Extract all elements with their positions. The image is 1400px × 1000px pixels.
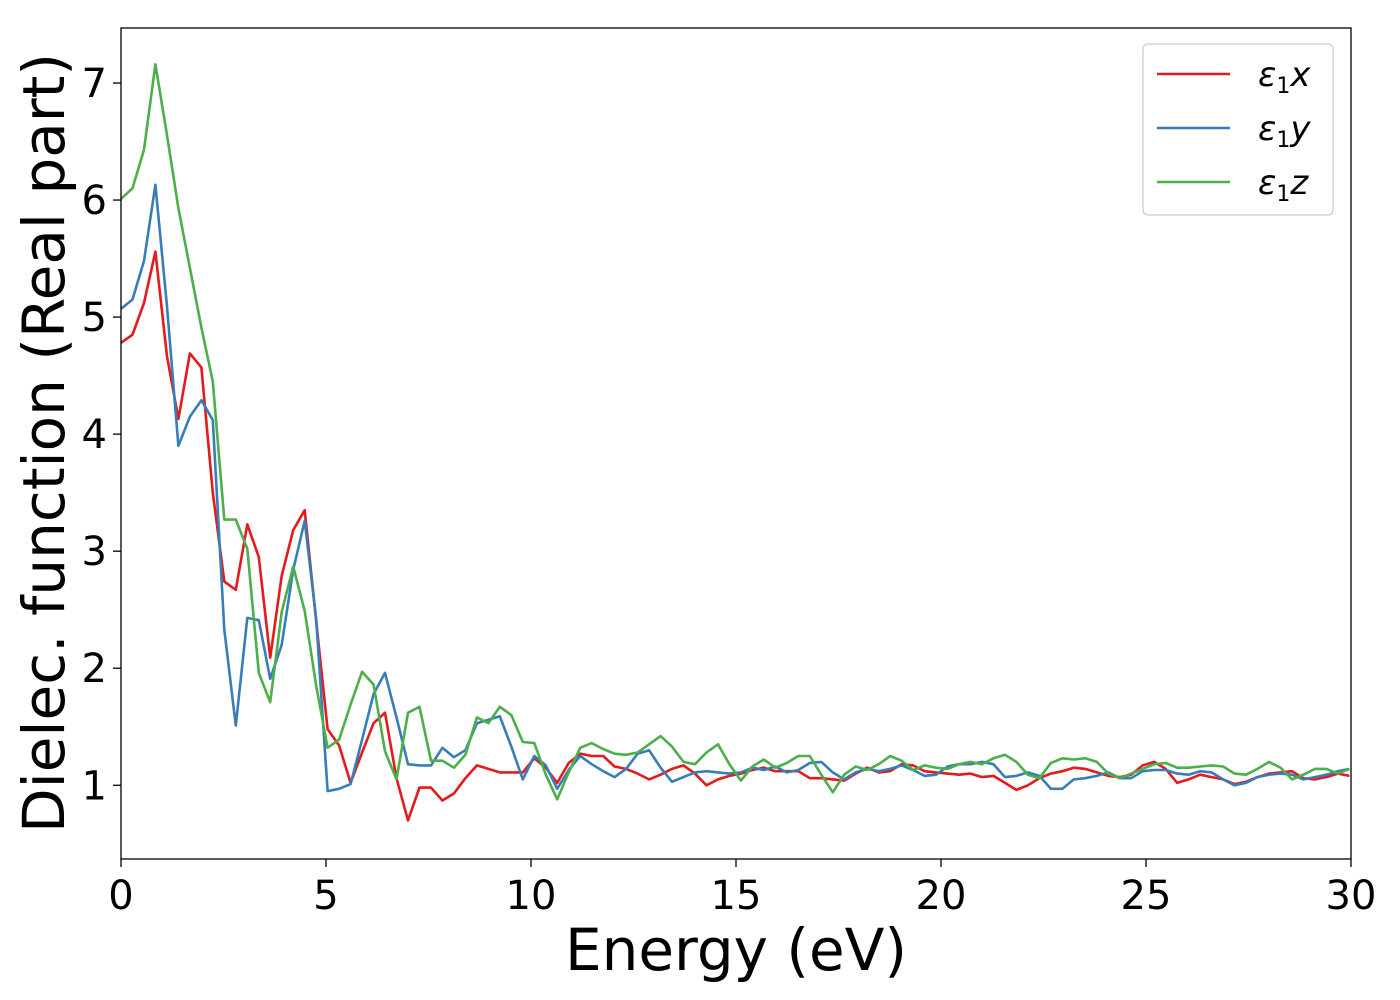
y-tick-label: 3: [82, 529, 107, 575]
legend-box: [1142, 43, 1334, 216]
legend-label-z: ε1z: [1258, 163, 1309, 207]
y-tick-label: 1: [82, 763, 107, 809]
y-axis-title: Dielec. function (Real part): [10, 53, 78, 833]
x-tick-label: 25: [1121, 873, 1172, 919]
series-line-x: [120, 250, 1350, 822]
x-tick-label: 30: [1326, 873, 1377, 919]
legend: ε1x ε1y ε1z: [1142, 43, 1334, 216]
x-tick-label: 10: [506, 873, 557, 919]
y-tick-label: 2: [82, 646, 107, 692]
series-line-z: [120, 63, 1350, 801]
x-tick-label: 20: [916, 873, 967, 919]
legend-label-x: ε1x: [1258, 55, 1311, 99]
legend-label-y: ε1y: [1258, 109, 1311, 153]
x-tick-label: 15: [711, 873, 762, 919]
x-axis: 0 5 10 15 20 25 30: [108, 859, 1376, 919]
y-tick-label: 7: [82, 61, 107, 107]
x-tick-label: 5: [313, 873, 338, 919]
y-axis: 1 2 3 4 5 6 7: [82, 61, 121, 809]
y-tick-label: 5: [82, 295, 107, 341]
y-tick-label: 6: [82, 178, 107, 224]
plot-lines: [120, 63, 1350, 822]
x-tick-label: 0: [108, 873, 133, 919]
y-tick-label: 4: [82, 412, 107, 458]
x-axis-title: Energy (eV): [565, 916, 907, 984]
